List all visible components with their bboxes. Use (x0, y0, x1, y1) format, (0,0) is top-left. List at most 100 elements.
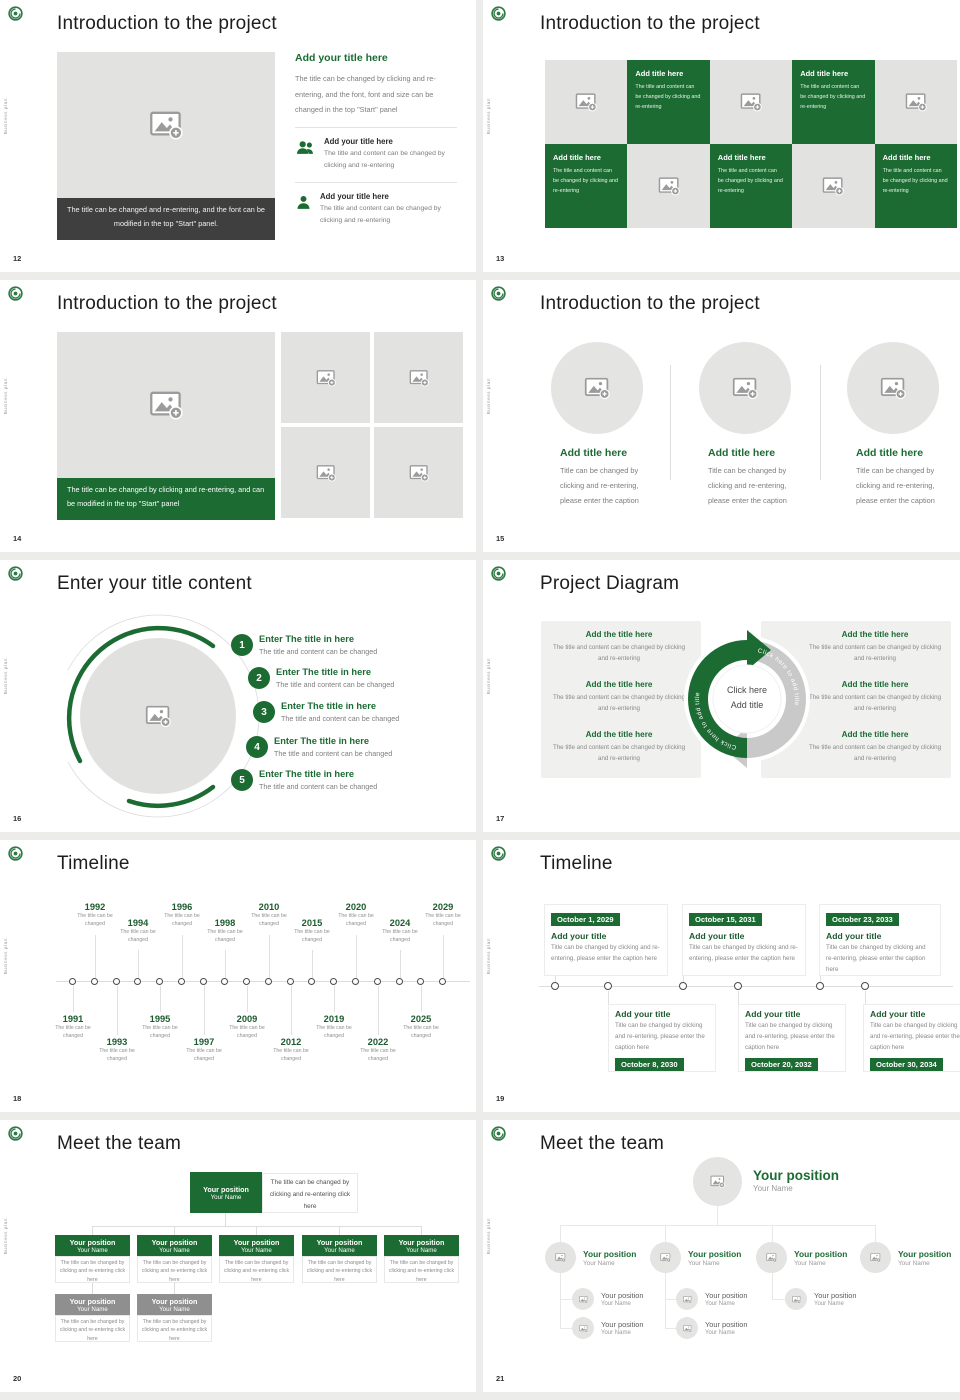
content-column: Add title here Title can be changed by c… (847, 342, 941, 508)
card-body: Title can be changed by clicking and re-… (745, 1022, 835, 1051)
content-column: Add title here Title can be changed by c… (551, 342, 645, 508)
column-title: Add title here (856, 447, 924, 459)
numbered-step: 1 Enter The title in here The title and c… (231, 634, 377, 656)
step-number-badge: 3 (253, 701, 275, 723)
image-placeholder (374, 332, 463, 423)
timeline-card: Add your title Title can be changed by c… (738, 1004, 846, 1072)
image-placeholder-icon (575, 91, 597, 113)
diagram-item-body: The title and content can be changed by … (552, 694, 686, 713)
column-body: Title can be changed by clicking and re-… (708, 466, 787, 505)
list-item-title: Add your title here (324, 137, 393, 147)
timeline-event: 2029 The title can be changed (425, 902, 461, 927)
step-title: Enter The title in here (281, 701, 377, 711)
timeline-node (308, 978, 315, 985)
timeline-event: 2015 The title can be changed (294, 918, 330, 943)
org-box-secondary: Your position Your Name (55, 1294, 130, 1315)
brand-side-text: Business plan (3, 1218, 8, 1255)
image-placeholder-icon (409, 368, 429, 388)
image-placeholder-icon (880, 375, 906, 401)
slide-thumbnail-17[interactable]: Business plan Project Diagram Add the ti… (483, 560, 960, 832)
date-badge: October 8, 2030 (615, 1057, 684, 1071)
slide-thumbnail-18[interactable]: Business plan Timeline 1991 The title can… (0, 840, 476, 1112)
slide-title: Timeline (540, 853, 613, 874)
image-placeholder-icon (683, 1295, 692, 1304)
image-placeholder-icon (660, 1252, 671, 1263)
step-title: Enter The title in here (274, 736, 370, 746)
image-placeholder-icon (145, 703, 171, 729)
page-number: 17 (496, 814, 505, 823)
text-block: Add title here The title and content can … (545, 144, 628, 228)
page-number: 13 (496, 254, 505, 263)
avatar-placeholder (650, 1242, 681, 1273)
org-caption: The title can be changed by clicking and… (55, 1256, 130, 1283)
slide-thumbnail-19[interactable]: Business plan Timeline October 1, 2029 A… (483, 840, 960, 1112)
image-placeholder-icon (683, 1324, 692, 1333)
timeline-node (178, 978, 185, 985)
org-box: Your position Your Name (302, 1235, 377, 1256)
diagram-item-title: Add the title here (841, 680, 909, 689)
slide-thumbnail-15[interactable]: Business plan Introduction to the projec… (483, 280, 960, 552)
timeline-event: 2020 The title can be changed (338, 902, 374, 927)
content-paragraph: The title can be changed by clicking and… (295, 74, 436, 115)
timeline-node (134, 978, 141, 985)
avatar-placeholder (572, 1288, 594, 1310)
slide-thumbnail-12[interactable]: Business plan Introduction to the projec… (0, 0, 476, 272)
slide-thumbnail-21[interactable]: Business plan Meet the team Your positio… (483, 1120, 960, 1392)
diagram-item-body: The title and content can be changed by … (808, 744, 942, 763)
text-block-title: Add title here (800, 69, 849, 78)
avatar-placeholder (572, 1317, 594, 1339)
diagram-item-body: The title and content can be changed by … (808, 694, 942, 713)
timeline-node (69, 978, 76, 985)
timeline-node (604, 982, 612, 990)
page-number: 15 (496, 534, 505, 543)
image-placeholder (374, 427, 463, 518)
person-icon (295, 194, 312, 211)
slide-thumbnail-13[interactable]: Business plan Introduction to the projec… (483, 0, 960, 272)
column-title: Add title here (560, 447, 628, 459)
slide-thumbnail-14[interactable]: Business plan Introduction to the projec… (0, 280, 476, 552)
list-item-title: Add your title here (320, 191, 389, 201)
timeline-node (91, 978, 98, 985)
org-box-secondary: Your position Your Name (137, 1294, 212, 1315)
diagram-item: Add the title here The title and content … (549, 730, 689, 764)
team-member: Your position Your Name (860, 1242, 951, 1273)
image-placeholder-icon (316, 368, 336, 388)
text-block-title: Add title here (717, 153, 766, 162)
content-heading: Add your title here (295, 52, 388, 64)
text-block-body: The title and content can be changed by … (882, 168, 948, 194)
date-badge: October 23, 2033 (826, 913, 899, 926)
column-title: Add title here (708, 447, 776, 459)
step-number-badge: 4 (246, 736, 268, 758)
timeline-event: 1991 The title can be changed (55, 1014, 91, 1039)
image-placeholder-icon (792, 1295, 801, 1304)
brand-logo-icon (8, 566, 23, 581)
image-placeholder (80, 638, 236, 794)
timeline-event: 2012 The title can be changed (273, 1037, 309, 1062)
image-placeholder (281, 427, 370, 518)
image-caption-bar: The title can be changed by clicking and… (57, 478, 275, 520)
text-block-title: Add title here (553, 153, 601, 162)
step-body: The title and content can be changed (281, 714, 400, 724)
card-body: Title can be changed by clicking and re-… (826, 944, 926, 973)
step-body: The title and content can be changed (259, 647, 378, 657)
diagram-item-title: Add the title here (585, 630, 653, 639)
column-body: Title can be changed by clicking and re-… (856, 466, 935, 505)
avatar-placeholder (785, 1288, 807, 1310)
timeline-node (439, 978, 446, 985)
numbered-step: 4 Enter The title in here The title and c… (246, 736, 392, 758)
team-member: Your position Your Name (572, 1317, 643, 1339)
timeline-event: 1997 The title can be changed (186, 1037, 222, 1062)
timeline-card: Add your title Title can be changed by c… (608, 1004, 716, 1072)
brand-logo-icon (8, 1126, 23, 1141)
timeline-card: October 15, 2031 Add your title Title ca… (682, 904, 806, 976)
slide-title: Introduction to the project (540, 13, 760, 34)
slide-thumbnail-16[interactable]: Business plan Enter your title content 1… (0, 560, 476, 832)
slide-title: Introduction to the project (540, 293, 760, 314)
image-placeholder (847, 342, 939, 434)
image-placeholder-icon (584, 375, 610, 401)
slide-title: Introduction to the project (57, 13, 277, 34)
card-title: Add your title (870, 1009, 926, 1019)
brand-side-text: Business plan (3, 658, 8, 695)
slide-thumbnail-20[interactable]: Business plan Meet the team Your positio… (0, 1120, 476, 1392)
divider (295, 127, 457, 129)
